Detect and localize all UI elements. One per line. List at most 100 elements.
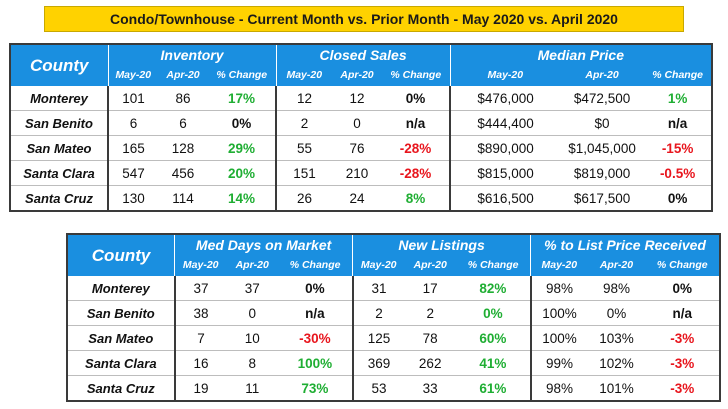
value-cell: $616,500 [449, 185, 561, 211]
change-cell: 73% [278, 375, 353, 401]
change-cell: 0% [672, 280, 692, 296]
inventory-sales-price-table: County Inventory Closed Sales Median Price M… [9, 43, 714, 212]
change-cell: -0.5% [644, 160, 713, 186]
change-cell: 1% [667, 90, 688, 106]
change-cell: 17% [228, 90, 256, 106]
value-cell: 17 [422, 280, 438, 296]
column-header: May-20 [174, 254, 227, 276]
value-cell: 2 [351, 300, 405, 326]
value-cell: 128 [158, 135, 208, 161]
change-cell: 41% [456, 350, 531, 376]
value-cell: 76 [332, 135, 383, 161]
change-cell: -3% [645, 325, 720, 351]
value-cell: 114 [158, 185, 208, 211]
value-cell: 12 [349, 90, 365, 106]
value-cell: 7 [174, 325, 227, 351]
change-cell: n/a [645, 300, 720, 326]
column-header: Apr-20 [560, 64, 645, 86]
value-cell: 26 [275, 185, 333, 211]
value-cell: 24 [332, 185, 383, 211]
value-cell: 102% [587, 350, 646, 376]
county-name: San Benito [10, 110, 109, 136]
change-cell: 100% [278, 350, 353, 376]
table-row: Monterey 37 37 0% 31 17 82% 98% 98% 0% [67, 276, 720, 301]
value-cell: 16 [174, 350, 227, 376]
value-cell: 130 [108, 185, 158, 211]
value-cell: $1,045,000 [560, 135, 645, 161]
value-cell: 12 [275, 86, 333, 111]
value-cell: $476,000 [449, 86, 561, 111]
change-cell: 82% [479, 280, 507, 296]
column-header: May-20 [449, 64, 561, 86]
county-name: Monterey [10, 86, 109, 111]
county-name: Monterey [67, 276, 176, 301]
change-cell: 14% [208, 185, 277, 211]
county-name: San Mateo [67, 325, 176, 351]
value-cell: 10 [226, 325, 279, 351]
value-cell: 0 [226, 300, 279, 326]
group-header: Med Days on Market [174, 234, 353, 254]
county-name: Santa Clara [10, 160, 109, 186]
column-header: % Change [645, 254, 720, 276]
column-header: % Change [456, 254, 531, 276]
value-cell: 37 [193, 280, 209, 296]
change-cell: 0% [644, 185, 713, 211]
value-cell: 37 [244, 280, 260, 296]
change-cell: -28% [382, 160, 451, 186]
value-cell: $444,400 [449, 110, 561, 136]
value-cell: 19 [174, 375, 227, 401]
value-cell: 100% [529, 325, 588, 351]
value-cell: 101% [587, 375, 646, 401]
value-cell: 86 [175, 90, 191, 106]
table-row: Santa Cruz 130 114 14% 26 24 8% $616,500 $617,50… [10, 185, 713, 211]
column-header: May-20 [275, 64, 333, 86]
value-cell: 6 [108, 110, 158, 136]
county-name: Santa Cruz [10, 185, 109, 211]
table-row: Santa Cruz 19 11 73% 53 33 61% 98% 101% -3% [67, 375, 720, 401]
value-cell: 456 [158, 160, 208, 186]
county-name: Santa Cruz [67, 375, 176, 401]
column-header: % Change [382, 64, 451, 86]
table-row: Santa Clara 16 8 100% 369 262 41% 99% 102% -3% [67, 350, 720, 376]
group-header-row: County Inventory Closed Sales Median Price [10, 44, 713, 86]
value-cell: $890,000 [449, 135, 561, 161]
change-cell: -15% [644, 135, 713, 161]
group-header-row: County Med Days on Market New Listings% to… [67, 234, 720, 276]
county-header: County [67, 234, 176, 276]
value-cell: 101 [122, 90, 145, 106]
value-cell: 369 [351, 350, 405, 376]
value-cell: 262 [404, 350, 457, 376]
value-cell: 547 [108, 160, 158, 186]
value-cell: $0 [560, 110, 645, 136]
value-cell: 99% [529, 350, 588, 376]
table-row: Santa Clara 547 456 20% 151 210 -28% $815,000 $8… [10, 160, 713, 186]
column-header: % Change [644, 64, 713, 86]
change-cell: 20% [208, 160, 277, 186]
column-header-row: May-20 Apr-20% Change May-20 Apr-20% Change… [10, 64, 713, 86]
column-header: Apr-20 [158, 64, 208, 86]
value-cell: 8 [226, 350, 279, 376]
column-header-row: May-20 Apr-20% Change May-20 Apr-20% Change… [67, 254, 720, 276]
table-row: Monterey 101 86 17% 12 12 0% $476,000 $472,500 1% [10, 86, 712, 111]
value-cell: $472,500 [573, 90, 631, 106]
value-cell: 31 [351, 276, 405, 301]
change-cell: 8% [382, 185, 451, 211]
column-header: % Change [278, 254, 353, 276]
group-header: New Listings [352, 234, 531, 254]
group-header: Inventory [108, 44, 277, 64]
change-cell: 29% [208, 135, 277, 161]
change-cell: 0% [456, 300, 531, 326]
group-header: % to List Price Received [530, 234, 720, 254]
table-row: San Mateo 165 128 29% 55 76 -28% $890,000 $1,045… [10, 135, 713, 161]
column-header: % Change [208, 64, 277, 86]
value-cell: $815,000 [449, 160, 561, 186]
change-cell: -28% [382, 135, 451, 161]
change-cell: -3% [645, 375, 720, 401]
change-cell: 0% [405, 90, 426, 106]
change-cell: 60% [456, 325, 531, 351]
value-cell: 2 [404, 300, 457, 326]
group-header: Closed Sales [275, 44, 451, 64]
value-cell: 11 [226, 375, 279, 401]
value-cell: 98% [529, 276, 588, 301]
change-cell: 0% [305, 280, 325, 296]
